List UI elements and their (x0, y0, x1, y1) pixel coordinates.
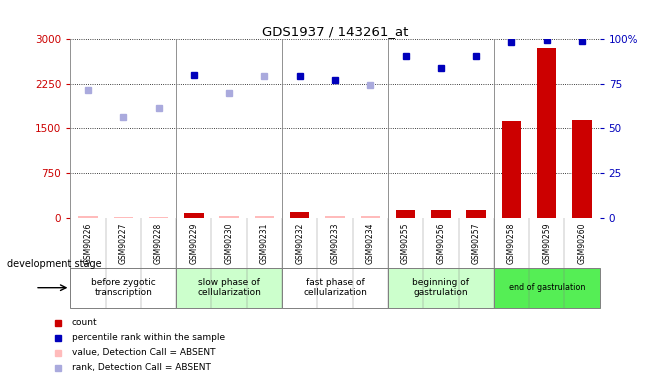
Text: development stage: development stage (7, 260, 101, 269)
Bar (184, 213, 204, 217)
Text: end of gastrulation: end of gastrulation (509, 283, 585, 292)
Text: slow phase of
cellularization: slow phase of cellularization (197, 278, 261, 297)
Bar (360, 216, 380, 217)
Text: GSM90256: GSM90256 (436, 223, 446, 264)
Bar (70, 268, 176, 308)
Text: GSM90228: GSM90228 (154, 223, 163, 264)
Bar (282, 268, 388, 308)
Text: beginning of
gastrulation: beginning of gastrulation (412, 278, 470, 297)
Text: GSM90255: GSM90255 (401, 223, 410, 264)
Text: GSM90230: GSM90230 (224, 223, 234, 264)
Text: count: count (72, 318, 97, 327)
Text: rank, Detection Call = ABSENT: rank, Detection Call = ABSENT (72, 363, 210, 372)
Bar (537, 48, 556, 217)
Bar (176, 268, 282, 308)
Text: GSM90259: GSM90259 (542, 223, 551, 264)
Text: fast phase of
cellularization: fast phase of cellularization (303, 278, 367, 297)
Text: GSM90227: GSM90227 (119, 223, 128, 264)
Bar (466, 210, 486, 218)
Title: GDS1937 / 143261_at: GDS1937 / 143261_at (262, 25, 408, 38)
Text: GSM90232: GSM90232 (295, 223, 304, 264)
Bar (78, 216, 98, 217)
Bar (396, 210, 415, 218)
Bar (255, 216, 274, 217)
Bar (431, 210, 450, 218)
Text: GSM90258: GSM90258 (507, 223, 516, 264)
Bar (220, 216, 239, 217)
Text: before zygotic
transcription: before zygotic transcription (91, 278, 155, 297)
Text: GSM90229: GSM90229 (190, 223, 198, 264)
Text: value, Detection Call = ABSENT: value, Detection Call = ABSENT (72, 348, 215, 357)
Bar (290, 213, 310, 217)
Bar (572, 120, 592, 218)
Text: GSM90233: GSM90233 (330, 223, 340, 264)
Text: GSM90257: GSM90257 (472, 223, 480, 264)
Bar (494, 268, 600, 308)
Bar (326, 216, 344, 217)
Bar (502, 122, 521, 218)
Text: GSM90260: GSM90260 (578, 223, 586, 264)
Text: GSM90231: GSM90231 (260, 223, 269, 264)
Text: percentile rank within the sample: percentile rank within the sample (72, 333, 225, 342)
Bar (388, 268, 494, 308)
Text: GSM90226: GSM90226 (84, 223, 92, 264)
Text: GSM90234: GSM90234 (366, 223, 375, 264)
